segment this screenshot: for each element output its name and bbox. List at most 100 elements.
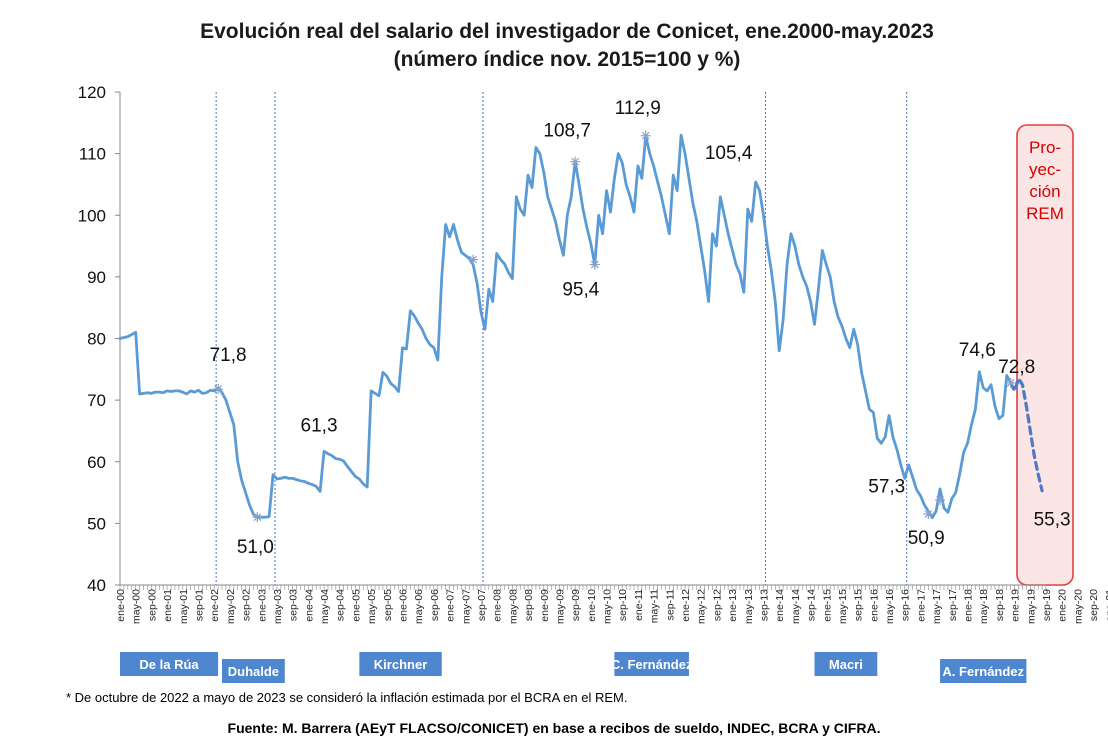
data-label: 74,6: [959, 340, 996, 361]
data-label: 95,4: [562, 280, 599, 301]
rem-box-label: yec-: [1029, 160, 1061, 179]
x-tick-label: sep-02: [241, 589, 253, 621]
data-point-marker: [570, 156, 581, 167]
x-tick-label: ene-03: [256, 589, 268, 622]
y-tick-label: 60: [87, 453, 106, 472]
marker-stroke: [590, 260, 599, 269]
period-label: C. Fernández: [611, 652, 693, 676]
x-tick-label: sep-04: [335, 589, 347, 621]
x-tick-label: ene-02: [209, 589, 221, 622]
x-tick-label: ene-11: [633, 589, 645, 621]
marker-stroke: [924, 510, 933, 519]
x-tick-label: may-05: [366, 589, 378, 624]
x-tick-label: may-11: [649, 589, 661, 623]
x-tick-label: sep-19: [1041, 589, 1053, 621]
salary-chart: Evolución real del salario del investiga…: [78, 20, 1108, 683]
y-tick-label: 70: [87, 391, 106, 410]
x-tick-label: sep-10: [617, 589, 629, 621]
x-tick-label: ene-05: [350, 589, 362, 622]
x-tick-label: ene-12: [680, 589, 692, 622]
x-tick-label: sep-08: [523, 589, 535, 621]
projection-series-line: [1009, 376, 1044, 493]
y-tick-label: 120: [78, 83, 106, 102]
x-tick-label: sep-05: [382, 589, 394, 621]
x-tick-label: sep-13: [758, 589, 770, 621]
x-tick-label: ene-19: [1010, 589, 1022, 622]
rem-projection-box: Pro-yec-ción REM: [1016, 124, 1074, 586]
x-tick-label: ene-16: [868, 589, 880, 622]
y-tick-label: 40: [87, 576, 106, 595]
data-label: 61,3: [301, 416, 338, 437]
period-label-text: A. Fernández: [942, 664, 1024, 679]
y-tick-label: 90: [87, 268, 106, 287]
x-tick-label: may-10: [602, 589, 614, 624]
salary-series-line: [118, 133, 1013, 520]
data-label: 51,0: [237, 537, 274, 558]
x-tick-label: may-13: [743, 589, 755, 624]
x-tick-label: ene-09: [539, 589, 551, 622]
chart-title: Evolución real del salario del investiga…: [200, 20, 934, 43]
x-tick-label: sep-00: [146, 589, 158, 621]
x-tick-label: may-15: [837, 589, 849, 624]
x-tick-label: may-03: [272, 589, 284, 624]
source-note: Fuente: M. Barrera (AEyT FLACSO/CONICET)…: [227, 720, 881, 736]
data-label: 72,8: [998, 357, 1035, 378]
x-tick-label: may-01: [178, 589, 190, 624]
x-tick-label: ene-13: [727, 589, 739, 622]
data-point-marker: [468, 254, 479, 265]
x-tick-label: ene-07: [445, 589, 457, 622]
x-tick-label: may-06: [413, 589, 425, 624]
x-tick-label: ene-06: [398, 589, 410, 622]
period-label: Kirchner: [359, 652, 442, 676]
footnote: * De octubre de 2022 a mayo de 2023 se c…: [66, 690, 628, 705]
x-tick-label: may-12: [696, 589, 708, 624]
data-label: 112,9: [615, 98, 661, 119]
x-tick-label: ene-21: [1104, 589, 1108, 622]
x-tick-label: sep-20: [1088, 589, 1100, 621]
rem-box-label: REM: [1026, 204, 1064, 223]
chart-series: [118, 133, 1044, 520]
data-label: 105,4: [705, 143, 753, 164]
period-label-text: C. Fernández: [611, 657, 693, 672]
chart-axes: 40 50 60 70 80 90 100 110 120 ene-00 may-00 sep-00 e…: [78, 83, 1108, 624]
x-tick-label: sep-01: [193, 589, 205, 621]
data-label: 108,7: [543, 121, 591, 142]
data-point-marker: [1005, 377, 1016, 388]
period-label-box: [940, 659, 1027, 683]
marker-stroke: [571, 157, 580, 166]
x-tick-label: sep-15: [853, 589, 865, 621]
data-label: 55,3: [1034, 510, 1071, 531]
x-tick-label: sep-16: [900, 589, 912, 621]
period-label-text: De la Rúa: [139, 657, 199, 672]
x-tick-label: sep-06: [429, 589, 441, 621]
rem-box-label: ción: [1029, 182, 1060, 201]
data-point-marker: [640, 130, 651, 141]
period-label: De la Rúa: [120, 652, 219, 676]
marker-stroke: [1006, 378, 1015, 387]
data-point-marker: [935, 494, 946, 505]
x-tick-label: may-07: [460, 589, 472, 624]
chart-markers: [213, 130, 1016, 523]
x-tick-label: may-04: [319, 589, 331, 624]
x-tick-label: sep-17: [947, 589, 959, 621]
x-tick-label: sep-09: [570, 589, 582, 621]
x-tick-label: may-14: [790, 589, 802, 624]
period-label: A. Fernández: [940, 659, 1027, 683]
data-label: 57,3: [868, 476, 905, 497]
period-labels: De la Rúa Duhalde Kirchner C. Fernández Macr…: [120, 652, 1027, 683]
x-tick-label: may-17: [931, 589, 943, 624]
period-label-text: Duhalde: [228, 664, 279, 679]
marker-stroke: [253, 513, 262, 522]
marker-stroke: [936, 496, 944, 504]
y-tick-label: 110: [79, 145, 106, 164]
chart-subtitle: (número índice nov. 2015=100 y %): [394, 48, 741, 71]
x-tick-label: ene-18: [963, 589, 975, 622]
data-point-marker: [213, 384, 224, 395]
x-tick-label: ene-04: [303, 589, 315, 622]
x-tick-label: ene-15: [821, 589, 833, 622]
x-tick-label: may-02: [225, 589, 237, 624]
data-point-marker: [589, 259, 600, 270]
x-tick-label: sep-14: [806, 589, 818, 621]
period-label-text: Macri: [829, 657, 863, 672]
y-tick-label: 80: [87, 330, 106, 349]
